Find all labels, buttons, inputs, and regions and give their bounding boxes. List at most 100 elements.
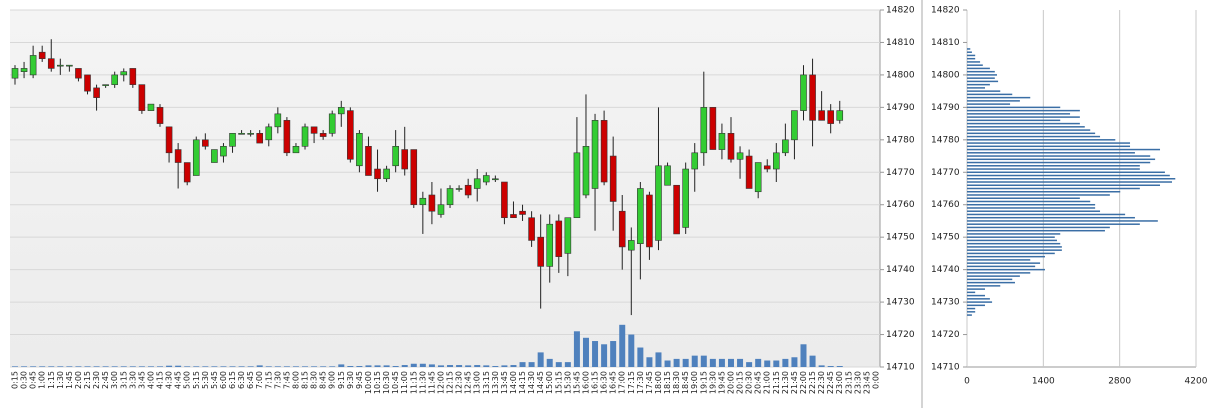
volume-bar [800, 344, 807, 367]
x-tick-label: 13:00 [473, 371, 482, 394]
x-tick-label: 0:00 [872, 371, 881, 389]
profile-bar [967, 200, 1091, 203]
candle-body [120, 71, 128, 76]
candle-body [192, 139, 200, 176]
volume-bar [320, 366, 327, 367]
x-tick-label: 17:45 [645, 371, 654, 394]
volume-bar [129, 366, 136, 367]
profile-bar [967, 142, 1131, 144]
volume-bar [818, 365, 825, 367]
x-tick-label: 15:15 [554, 371, 563, 394]
candle-body [401, 149, 409, 170]
candle-body [691, 152, 699, 170]
x-tick-label: 6:00 [219, 371, 228, 389]
candle-body [745, 155, 753, 189]
x-tick-label: 15:00 [545, 371, 554, 394]
volume-bar [773, 360, 780, 367]
volume-bar [646, 357, 653, 367]
volume-bar [827, 366, 834, 367]
candle-body [337, 107, 345, 115]
candle-body [836, 110, 844, 121]
volume-bar [265, 366, 272, 367]
profile-bar [967, 83, 990, 86]
x-tick-label: 3:30 [128, 371, 137, 389]
x-tick-label: 20:45 [754, 371, 763, 394]
x-tick-label: 12:15 [446, 371, 455, 394]
plot-area [10, 10, 880, 367]
volume-bar [709, 358, 716, 367]
candle-body [573, 152, 581, 219]
volume-bar [664, 360, 671, 367]
x-tick-label: 8:30 [310, 371, 319, 389]
profile-bar [967, 171, 1165, 174]
profile-bar [967, 74, 997, 76]
volume-bar [138, 366, 145, 367]
y-tick-label: 14770 [931, 168, 960, 178]
profile-bar [967, 314, 972, 316]
candle-body [782, 139, 789, 154]
candle-body [229, 133, 236, 147]
profile-bar [967, 197, 1080, 199]
x-tick-label: 18:30 [672, 371, 681, 394]
volume-bar [383, 365, 390, 367]
profile-bar [967, 194, 1110, 196]
profile-bar [967, 113, 1071, 115]
x-tick-label: 11:45 [427, 371, 436, 394]
profile-bar [967, 311, 976, 313]
profile-bar [967, 161, 1151, 164]
profile-bar [967, 165, 1140, 167]
profile-bar [967, 226, 1110, 229]
profile-bar [967, 54, 976, 57]
candle-body [609, 155, 617, 202]
profile-bar [967, 233, 1061, 235]
volume-bar [456, 365, 463, 367]
x-tick-label: 14:15 [518, 371, 527, 394]
x-tick-label: 1:15 [47, 371, 56, 389]
x-tick-label: 11:30 [418, 371, 427, 394]
profile-bar [967, 96, 1031, 99]
profile-bar [967, 184, 1161, 187]
volume-bar [474, 365, 481, 367]
volume-bar [229, 366, 236, 367]
volume-bar [102, 366, 109, 367]
volume-bar [755, 358, 762, 367]
x-tick-label: 14:30 [527, 371, 536, 394]
volume-bar [401, 365, 408, 367]
x-tick-label: 7:15 [264, 371, 273, 389]
candle-body [673, 184, 680, 235]
volume-bar [682, 358, 689, 367]
x-tick-label: 9:45 [355, 371, 364, 389]
volume-bar [419, 363, 426, 367]
candle-body [646, 194, 653, 248]
x-tick-label: 18:45 [681, 371, 690, 394]
profile-bar [967, 220, 1158, 222]
profile-bar [967, 298, 990, 300]
candle-body [347, 110, 354, 160]
profile-bar [967, 87, 985, 89]
y-tick-label: 14820 [931, 6, 960, 16]
profile-bar [967, 259, 1031, 261]
x-tick-label: 2800 [1108, 377, 1131, 387]
x-tick-label: 5:15 [192, 371, 201, 389]
x-tick-label: 16:45 [609, 371, 618, 394]
profile-bar [967, 135, 1101, 138]
x-tick-label: 9:15 [337, 371, 346, 389]
candle-body [356, 133, 363, 167]
volume-bar [746, 362, 753, 367]
profile-bar [967, 152, 1135, 154]
x-tick-label: 12:45 [464, 371, 473, 394]
profile-bar [967, 126, 1085, 128]
x-tick-label: 19:15 [699, 371, 708, 394]
profile-bar [967, 122, 1080, 125]
candle-body [319, 133, 327, 137]
candle-body [591, 120, 599, 189]
candle-body [102, 84, 109, 86]
candle-body [709, 107, 717, 150]
volume-bar [447, 365, 454, 367]
candle-body [627, 240, 635, 251]
profile-bar [967, 187, 1140, 190]
profile-bar [967, 57, 976, 60]
candle-body [718, 133, 726, 150]
x-tick-label: 6:30 [237, 371, 246, 389]
x-tick-label: 18:00 [654, 371, 663, 394]
